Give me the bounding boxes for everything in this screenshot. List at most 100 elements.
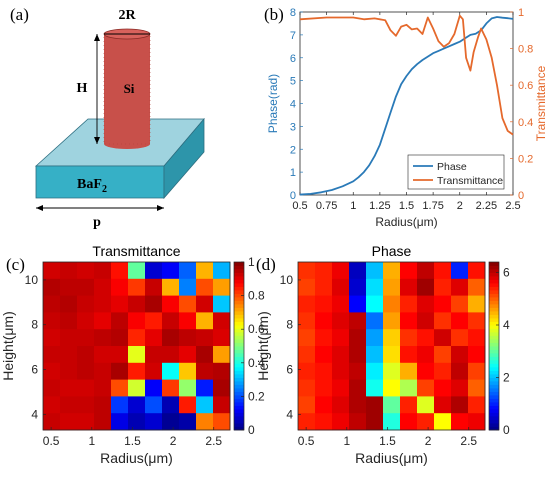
- colorbar-segment: [234, 381, 244, 385]
- y-right-tick-label: 0.2: [518, 153, 533, 165]
- colorbar-segment: [489, 304, 499, 308]
- colorbar-segment: [234, 300, 244, 305]
- heatmap-cell: [94, 262, 112, 280]
- heatmap-cell: [213, 362, 231, 380]
- heatmap-cell: [213, 262, 231, 280]
- colorbar-segment: [489, 328, 499, 333]
- heatmap-cell: [77, 346, 95, 364]
- colorbar-segment: [234, 356, 244, 361]
- y-left-tick-label: 4: [290, 99, 296, 111]
- heatmap-cell: [77, 262, 95, 280]
- heatmap-cell: [213, 396, 231, 414]
- x-tick-label: 0.75: [316, 200, 337, 212]
- heatmap-cell: [451, 379, 469, 397]
- x-tick-label: 2.5: [460, 434, 477, 448]
- x-tick-label: 2.5: [205, 434, 222, 448]
- heatmap-cell: [349, 329, 367, 347]
- heatmap-cell: [434, 312, 452, 330]
- substrate-material-base: BaF: [77, 177, 102, 192]
- heatmap-cell: [111, 396, 129, 414]
- y-right-tick-label: 1: [518, 7, 524, 19]
- colorbar-segment: [234, 332, 244, 336]
- heatmap-cell: [43, 312, 61, 330]
- heatmap-cell: [400, 329, 418, 347]
- heatmap-cell: [213, 295, 231, 313]
- heatmap-cell: [128, 295, 146, 313]
- colorbar-segment: [489, 395, 499, 399]
- colorbar-segment: [234, 349, 244, 354]
- heatmap-cell: [128, 312, 146, 330]
- colorbar-segment: [489, 412, 499, 417]
- heatmap-cell: [332, 413, 350, 431]
- heatmap-cell: [349, 396, 367, 414]
- heatmap-cell: [383, 362, 401, 380]
- x-tick-label: 2.25: [476, 200, 497, 212]
- colorbar-segment: [234, 297, 244, 301]
- colorbar-segment: [234, 269, 244, 273]
- heatmap-cell: [468, 295, 486, 313]
- heatmap-cell: [43, 413, 61, 431]
- heatmap-cell: [366, 413, 384, 431]
- heatmap-cell: [332, 312, 350, 330]
- colorbar-segment: [234, 279, 244, 284]
- colorbar-segment: [489, 307, 499, 312]
- heatmap-cell: [332, 278, 350, 296]
- heatmap-cell: [315, 396, 333, 414]
- y-tick-label: 4: [31, 407, 38, 421]
- colorbar-segment: [489, 311, 499, 315]
- panel-d-label: (d): [256, 255, 276, 274]
- heatmap-cell: [332, 362, 350, 380]
- substrate-material-label: BaF2: [77, 177, 107, 195]
- heatmap-cell: [417, 362, 435, 380]
- heatmap-cell: [60, 362, 78, 380]
- heatmap-cell: [128, 346, 146, 364]
- heatmap-cell: [77, 362, 95, 380]
- colorbar-segment: [489, 342, 499, 347]
- colorbar-segment: [234, 353, 244, 357]
- heatmap-cell: [196, 329, 214, 347]
- colorbar-segment: [489, 297, 499, 301]
- pillar-material-label: Si: [124, 81, 135, 96]
- heatmap-cell: [400, 278, 418, 296]
- colorbar-segment: [489, 262, 499, 266]
- heatmap-cell: [366, 278, 384, 296]
- heatmap-cell: [400, 379, 418, 397]
- heatmap-cell: [128, 262, 146, 280]
- colorbar-segment: [234, 395, 244, 399]
- colorbar-tick-label: 1: [248, 255, 255, 269]
- heatmap-cell: [366, 312, 384, 330]
- heatmap-cell: [349, 362, 367, 380]
- y-axis-label: Height(μm): [255, 311, 271, 381]
- heatmap-cell: [162, 295, 180, 313]
- heatmap-cell: [417, 312, 435, 330]
- heatmap-cell: [468, 396, 486, 414]
- colorbar-segment: [489, 388, 499, 392]
- y-left-tick-label: 3: [290, 121, 296, 133]
- colorbar-tick-label: 2: [503, 371, 510, 385]
- heatmap-cell: [417, 379, 435, 397]
- heatmap-cell: [434, 346, 452, 364]
- heatmap-cell: [298, 346, 316, 364]
- colorbar-segment: [489, 272, 499, 277]
- heatmap-cell: [128, 396, 146, 414]
- transmittance-series-line: [299, 14, 514, 136]
- x-tick-label: 1.25: [369, 200, 390, 212]
- heatmap-cell: [128, 362, 146, 380]
- period-arrow-right: [157, 205, 164, 211]
- colorbar-segment: [489, 409, 499, 413]
- heatmap-cell: [77, 396, 95, 414]
- colorbar-segment: [489, 402, 499, 406]
- colorbar-segment: [234, 318, 244, 322]
- colorbar-segment: [489, 325, 499, 329]
- colorbar-segment: [234, 416, 244, 420]
- heatmap-cell: [179, 346, 197, 364]
- colorbar-segment: [489, 335, 499, 340]
- y-right-tick-label: 0.8: [518, 44, 533, 56]
- height-arrow-bottom: [94, 137, 100, 144]
- heatmap-cell: [417, 278, 435, 296]
- heatmap-cell: [366, 346, 384, 364]
- colorbar-segment: [489, 286, 499, 291]
- heatmap-cell: [77, 295, 95, 313]
- heatmap-cell: [400, 346, 418, 364]
- colorbar-segment: [234, 307, 244, 312]
